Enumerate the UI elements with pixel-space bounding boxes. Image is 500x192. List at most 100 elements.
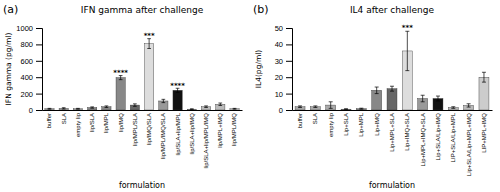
significance: **** — [113, 69, 128, 77]
axis-line — [293, 110, 493, 111]
plot: 02004006008001000bufferSLAempty liplip/S… — [4, 5, 243, 190]
tick-label: lip/SLA+lip/MPL/IMQ — [203, 113, 209, 169]
tick-mark — [286, 44, 292, 45]
x-label: formulation — [369, 181, 415, 190]
error-bar — [451, 107, 455, 109]
tick-label: Lip+IMQ+SLA — [404, 113, 410, 151]
tick-label: 50 — [275, 24, 283, 33]
tick-label: lip/SLA+lip/IMQ — [189, 113, 195, 155]
chart: 02004006008001000bufferSLAempty liplip/S… — [0, 0, 500, 192]
tick: 10 — [275, 90, 292, 99]
tick: 20 — [275, 73, 292, 82]
tick: 30 — [275, 57, 292, 66]
error-bar — [162, 99, 166, 102]
y-label: IFN gamma (pg/ml) — [4, 33, 13, 106]
bar — [356, 109, 366, 110]
title: IL4 after challenge — [350, 5, 435, 15]
error-bar — [204, 106, 208, 108]
tick-label: 600 — [20, 57, 33, 66]
error-bar — [218, 103, 222, 105]
tick-label: lip/IMQ — [118, 113, 124, 132]
error-bar — [313, 106, 317, 108]
tick: 800 — [20, 40, 42, 49]
error-bar — [329, 102, 333, 109]
tick: empty lip — [328, 112, 334, 137]
tick-label: lip/MPL/IMQ/SLA — [160, 113, 166, 159]
tick: buffer — [297, 113, 303, 128]
tick-label: 10 — [275, 90, 283, 99]
tick-mark — [286, 94, 292, 95]
tick-label: empty lip — [75, 112, 81, 137]
bar — [341, 109, 351, 110]
tick-label: 20 — [275, 73, 283, 82]
error-bar — [190, 108, 194, 110]
tick: lip/IMQ — [118, 113, 124, 132]
tick: 50 — [275, 24, 292, 33]
x-label: formulation — [119, 181, 165, 190]
tick-label: buffer — [297, 113, 303, 128]
y-axis: 02004006008001000 — [16, 24, 42, 115]
tick: lip/MPL+IMQ — [217, 113, 223, 148]
error-bar — [105, 106, 109, 108]
tick: 0 — [29, 106, 42, 115]
error-bar — [133, 104, 137, 106]
tick: empty lip — [75, 112, 81, 137]
tick-mark — [36, 77, 42, 78]
tick-label: 0 — [279, 106, 283, 115]
tick-label: Lip+SLA/Lip+MPL+IMQ — [466, 113, 472, 177]
tick-label: lip/MPL+IMQ — [217, 113, 223, 148]
tick-mark — [36, 44, 42, 45]
bar — [310, 107, 320, 110]
error-bar — [436, 96, 440, 101]
bar — [201, 107, 210, 110]
y-label: IL4(pg/ml) — [254, 50, 263, 89]
tick-label: SLA — [61, 113, 67, 124]
bar — [230, 109, 239, 110]
tick-label: 40 — [275, 40, 283, 49]
tick-label: SLA — [312, 113, 318, 124]
tick: Lip+SLA/Lip+IMQ — [435, 113, 441, 161]
tick: lip/MPL/IMQ/SLA — [160, 113, 166, 159]
bar — [387, 89, 397, 110]
tick-mark — [286, 77, 292, 78]
error-bar — [147, 39, 151, 49]
tick: SLA — [312, 113, 318, 124]
tick: 40 — [275, 40, 292, 49]
bar — [116, 78, 125, 110]
error-bar — [405, 31, 409, 70]
tick-label: Lip+MPL+IMQ+SLA — [420, 113, 426, 167]
error-bar — [390, 86, 394, 91]
tick: lip/SLA — [89, 113, 95, 132]
error-bar — [467, 104, 471, 107]
y-axis: 0 10 20 30 40 50 — [275, 24, 293, 115]
tick-label: Lip+SLA — [343, 113, 349, 136]
tick-label: Lip+MPL — [358, 112, 364, 137]
tick: Lip+IMQ — [374, 113, 380, 136]
plot: 0 10 20 30 40 50 buffer SLA empty lip Lip+SLA Lip+… — [254, 5, 493, 190]
tick-label: lip/SLA+lip/MPL — [175, 112, 181, 155]
tick-label: 1000 — [16, 24, 33, 33]
bar — [73, 109, 82, 110]
tick-mark — [286, 61, 292, 62]
bars — [295, 31, 489, 110]
x-axis: bufferSLAempty liplip/SLAlip/MPLlip/IMQl… — [43, 111, 243, 169]
tick-label: lip/MPL — [103, 112, 109, 133]
significance: *** — [144, 32, 155, 40]
panel-label: (b) — [253, 3, 269, 16]
title: IFN gamma after challenge — [81, 5, 204, 15]
error-bar — [233, 108, 237, 110]
tick: lip/SLA+lip/MPL — [175, 112, 181, 155]
tick-label: 800 — [20, 40, 33, 49]
bar — [102, 107, 111, 110]
x-axis: buffer SLA empty lip Lip+SLA Lip+MPL Lip+IMQ L… — [293, 111, 493, 177]
tick: Lip+MPL — [358, 112, 364, 137]
tick: Lip+MPL+IMQ+SLA — [420, 113, 426, 167]
tick: 0 — [279, 106, 292, 115]
tick-label: lip/IMQ/SLA — [146, 113, 152, 145]
error-bar — [90, 107, 94, 108]
bar — [295, 107, 305, 110]
significance: *** — [402, 24, 413, 32]
tick: LIP+MPL+IMQ — [481, 113, 487, 153]
tick: lip/IMQ/SLA — [146, 113, 152, 145]
tick-mark — [36, 94, 42, 95]
